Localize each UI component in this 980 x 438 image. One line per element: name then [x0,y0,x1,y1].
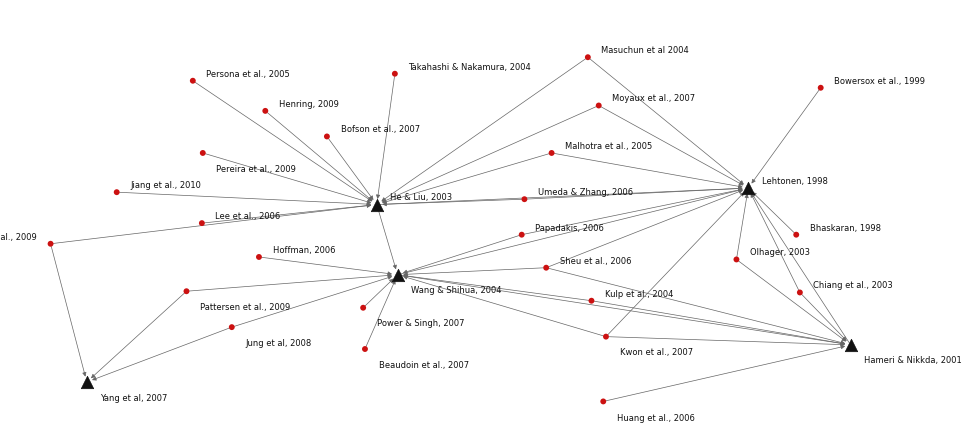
Point [788,231,804,238]
Text: Pereira et al., 2009: Pereira et al., 2009 [217,165,296,173]
Text: Sheu et al., 2006: Sheu et al., 2006 [560,257,631,265]
Point [514,231,529,238]
Text: Masuchun et al 2004: Masuchun et al 2004 [602,46,689,55]
Point [740,184,756,191]
Point [538,264,554,271]
Point [251,254,267,261]
Point [368,201,384,208]
Point [178,288,194,295]
Text: Papadakis, 2006: Papadakis, 2006 [535,224,605,233]
Point [387,70,403,77]
Point [544,149,560,156]
Text: Pattersen et al., 2009: Pattersen et al., 2009 [200,303,290,312]
Text: Malhotra et al., 2005: Malhotra et al., 2005 [565,142,653,151]
Text: Hameri & Nikkda, 2001: Hameri & Nikkda, 2001 [864,357,962,365]
Text: Olhager, 2003: Olhager, 2003 [750,248,810,258]
Text: Bofson et al., 2007: Bofson et al., 2007 [340,125,419,134]
Point [598,333,613,340]
Text: Bhaskaran, 1998: Bhaskaran, 1998 [809,224,881,233]
Point [224,324,240,331]
Text: Power & Singh, 2007: Power & Singh, 2007 [376,319,465,328]
Text: Hoffman, 2006: Hoffman, 2006 [272,246,335,255]
Point [516,196,532,203]
Point [728,256,744,263]
Point [596,398,612,405]
Point [194,219,210,226]
Text: Chiang et al., 2003: Chiang et al., 2003 [813,281,893,290]
Point [843,341,858,348]
Point [580,54,596,61]
Text: He & Liu, 2003: He & Liu, 2003 [390,194,453,202]
Point [109,189,124,196]
Text: Jung et al, 2008: Jung et al, 2008 [245,339,312,348]
Point [390,271,406,278]
Text: Moyaux et al., 2007: Moyaux et al., 2007 [612,95,696,103]
Text: Kwon et al., 2007: Kwon et al., 2007 [619,348,693,357]
Point [258,107,273,114]
Point [356,304,371,311]
Text: Beaudoin et al., 2007: Beaudoin et al., 2007 [378,360,468,370]
Text: Yang et al, 2007: Yang et al, 2007 [100,394,168,403]
Text: Takahashi & Nakamura, 2004: Takahashi & Nakamura, 2004 [409,63,531,72]
Text: Umeda & Zhang, 2006: Umeda & Zhang, 2006 [538,188,633,197]
Text: Tribowski et al., 2009: Tribowski et al., 2009 [0,233,37,242]
Text: Kulp et al., 2004: Kulp et al., 2004 [605,290,673,299]
Point [591,102,607,109]
Text: Wang & Shihua, 2004: Wang & Shihua, 2004 [412,286,502,295]
Point [195,149,211,156]
Point [812,84,828,91]
Point [185,77,201,84]
Point [319,133,335,140]
Point [79,378,95,385]
Point [357,346,372,353]
Text: Persona et al., 2005: Persona et al., 2005 [207,70,290,79]
Point [43,240,59,247]
Point [584,297,600,304]
Text: Lehtonen, 1998: Lehtonen, 1998 [761,177,828,186]
Text: Lee et al., 2006: Lee et al., 2006 [216,212,280,221]
Text: Bowersox et al., 1999: Bowersox et al., 1999 [834,77,925,86]
Text: Huang et al., 2006: Huang et al., 2006 [616,414,695,423]
Text: Jiang et al., 2010: Jiang et al., 2010 [130,181,201,190]
Point [792,289,808,296]
Text: Henring, 2009: Henring, 2009 [279,100,339,109]
